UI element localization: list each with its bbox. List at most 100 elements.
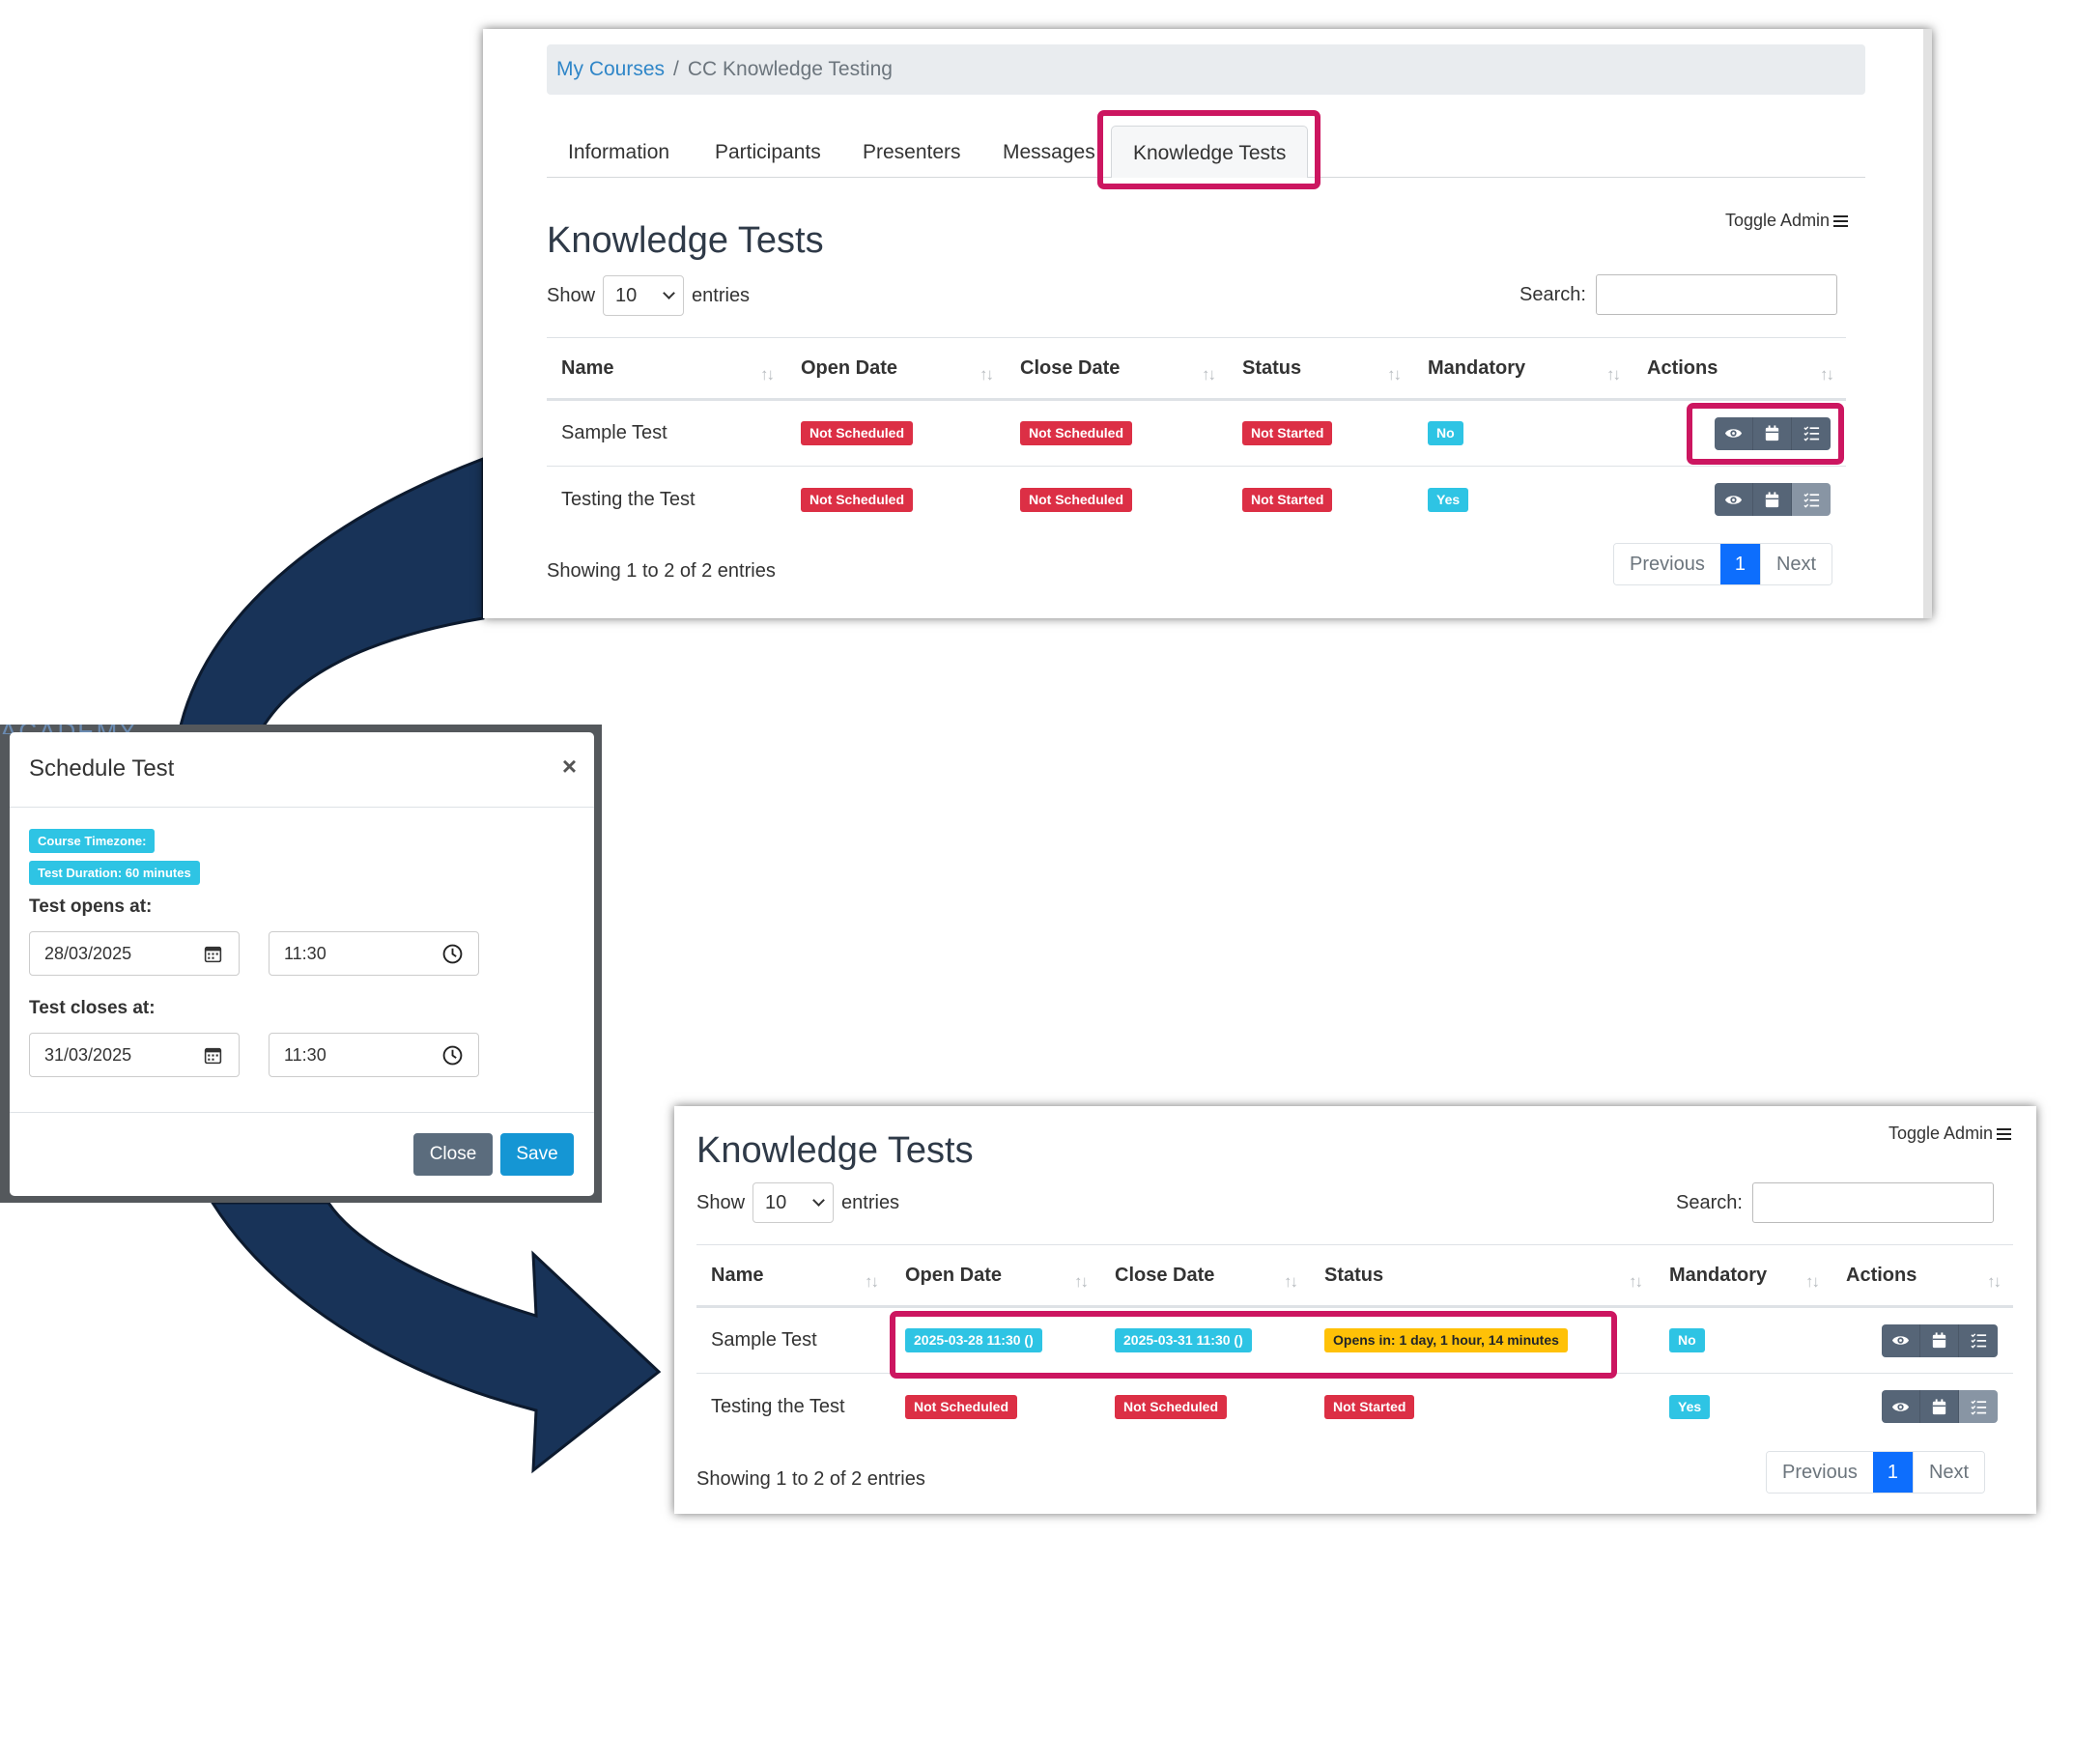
close-date-badge: Not Scheduled (1115, 1394, 1228, 1419)
view-button[interactable] (1882, 1390, 1920, 1424)
page-size-select[interactable]: 10 (753, 1182, 835, 1223)
search-input[interactable] (1751, 1182, 1994, 1223)
results-button[interactable] (1792, 416, 1831, 450)
results-button[interactable] (1792, 483, 1831, 517)
open-date-badge: Not Scheduled (905, 1394, 1018, 1419)
pagination-page-1[interactable]: 1 (1872, 1452, 1913, 1493)
toggle-admin-button[interactable]: Toggle Admin (1725, 211, 1849, 231)
opens-time-input[interactable]: 11:30 (269, 931, 479, 976)
schedule-button[interactable] (1753, 483, 1792, 517)
sort-icon: ↑↓ (1074, 1272, 1089, 1291)
col-open-date-label: Open Date (905, 1264, 1003, 1286)
tab-information[interactable]: Information (568, 141, 670, 163)
toggle-admin-button[interactable]: Toggle Admin (1888, 1124, 2012, 1144)
calendar-icon (1932, 1332, 1946, 1349)
schedule-button[interactable] (1920, 1323, 1959, 1357)
page-size-value: 10 (765, 1192, 787, 1213)
toggle-admin-label: Toggle Admin (1725, 211, 1831, 230)
col-name[interactable]: Name ↑↓ (547, 337, 786, 401)
tab-knowledge-tests[interactable]: Knowledge Tests (1111, 126, 1309, 178)
col-mandatory[interactable]: Mandatory ↑↓ (1413, 337, 1633, 401)
schedule-button[interactable] (1753, 416, 1792, 450)
search-control: Search: (1676, 1182, 1994, 1223)
close-button[interactable]: Close (413, 1133, 493, 1176)
col-status[interactable]: Status ↑↓ (1310, 1244, 1655, 1308)
calendar-icon[interactable] (203, 1045, 223, 1066)
results-button[interactable] (1959, 1390, 1998, 1424)
eye-icon (1891, 1402, 1910, 1411)
pagination-next[interactable]: Next (1912, 1452, 1985, 1493)
close-date-badge: Not Scheduled (1020, 487, 1133, 512)
col-open-date[interactable]: Open Date ↑↓ (786, 337, 1006, 401)
table-info: Showing 1 to 2 of 2 entries (696, 1468, 925, 1490)
course-tabs: Information Participants Presenters Mess… (547, 126, 1865, 178)
col-actions-label: Actions (1647, 356, 1718, 379)
opens-label: Test opens at: (29, 896, 153, 917)
pagination-page-1[interactable]: 1 (1719, 544, 1760, 584)
col-open-date[interactable]: Open Date ↑↓ (891, 1244, 1100, 1308)
sort-icon: ↑↓ (1284, 1272, 1298, 1291)
mandatory-badge: Yes (1669, 1394, 1711, 1419)
sort-icon: ↑↓ (1987, 1272, 2002, 1291)
table-header: Name ↑↓ Open Date ↑↓ Close Date ↑↓ Status ↑↓… (547, 337, 1846, 401)
breadcrumb-my-courses[interactable]: My Courses (556, 58, 666, 80)
timezone-badge: Course Timezone: (29, 829, 156, 853)
view-button[interactable] (1715, 483, 1753, 517)
col-mandatory[interactable]: Mandatory ↑↓ (1655, 1244, 1832, 1308)
open-date-badge: Not Scheduled (801, 487, 914, 512)
pagination-next[interactable]: Next (1759, 544, 1832, 584)
close-icon[interactable]: × (561, 752, 577, 781)
col-actions[interactable]: Actions ↑↓ (1832, 1244, 2013, 1308)
list-check-icon (1970, 1400, 1986, 1415)
entries-label: entries (692, 284, 751, 306)
sort-icon: ↑↓ (1805, 1272, 1820, 1291)
closes-label: Test closes at: (29, 998, 156, 1018)
sort-icon: ↑↓ (1202, 365, 1216, 384)
col-close-date[interactable]: Close Date ↑↓ (1100, 1244, 1310, 1308)
pagination: Previous 1 Next (1613, 543, 1833, 585)
chevron-down-icon (663, 287, 675, 299)
entries-label: entries (841, 1191, 900, 1213)
col-actions[interactable]: Actions ↑↓ (1633, 337, 1846, 401)
col-name-label: Name (561, 356, 614, 379)
save-button[interactable]: Save (500, 1133, 574, 1176)
mandatory-badge: No (1669, 1328, 1705, 1352)
page-size-select[interactable]: 10 (603, 275, 685, 316)
tab-messages[interactable]: Messages (1003, 141, 1095, 163)
modal-title: Schedule Test (29, 755, 175, 782)
modal-header-divider (10, 807, 594, 808)
view-button[interactable] (1715, 416, 1753, 450)
toggle-admin-label: Toggle Admin (1888, 1124, 1994, 1143)
clock-icon[interactable] (442, 1045, 463, 1066)
backdrop-text: ACADEMY (0, 725, 174, 734)
col-close-date[interactable]: Close Date ↑↓ (1006, 337, 1228, 401)
closes-time-value: 11:30 (284, 1045, 327, 1065)
eye-icon (1891, 1336, 1910, 1345)
calendar-icon (1932, 1399, 1946, 1414)
page-title: Knowledge Tests (547, 220, 824, 261)
show-label: Show (696, 1191, 746, 1213)
col-mandatory-label: Mandatory (1428, 356, 1526, 379)
status-badge: Not Started (1242, 421, 1333, 445)
opens-date-input[interactable]: 28/03/2025 (29, 931, 240, 976)
col-name[interactable]: Name ↑↓ (696, 1244, 891, 1308)
sort-icon: ↑↓ (1820, 365, 1834, 384)
col-status-label: Status (1324, 1264, 1384, 1286)
closes-time-input[interactable]: 11:30 (269, 1033, 479, 1077)
results-button[interactable] (1959, 1323, 1998, 1357)
closes-date-value: 31/03/2025 (44, 1045, 132, 1065)
pagination-previous[interactable]: Previous (1767, 1452, 1873, 1493)
schedule-button[interactable] (1920, 1390, 1959, 1424)
search-input[interactable] (1595, 274, 1837, 315)
pagination-previous[interactable]: Previous (1614, 544, 1720, 584)
sort-icon: ↑↓ (865, 1272, 879, 1291)
col-status[interactable]: Status ↑↓ (1228, 337, 1413, 401)
calendar-icon[interactable] (203, 944, 223, 964)
closes-date-input[interactable]: 31/03/2025 (29, 1033, 240, 1077)
clock-icon[interactable] (442, 944, 463, 964)
tab-presenters[interactable]: Presenters (863, 141, 961, 163)
knowledge-tests-table: Name ↑↓ Open Date ↑↓ Close Date ↑↓ Status ↑↓… (696, 1244, 2013, 1440)
view-button[interactable] (1882, 1323, 1920, 1357)
tab-participants[interactable]: Participants (715, 141, 821, 163)
hamburger-icon (1997, 1128, 2012, 1140)
